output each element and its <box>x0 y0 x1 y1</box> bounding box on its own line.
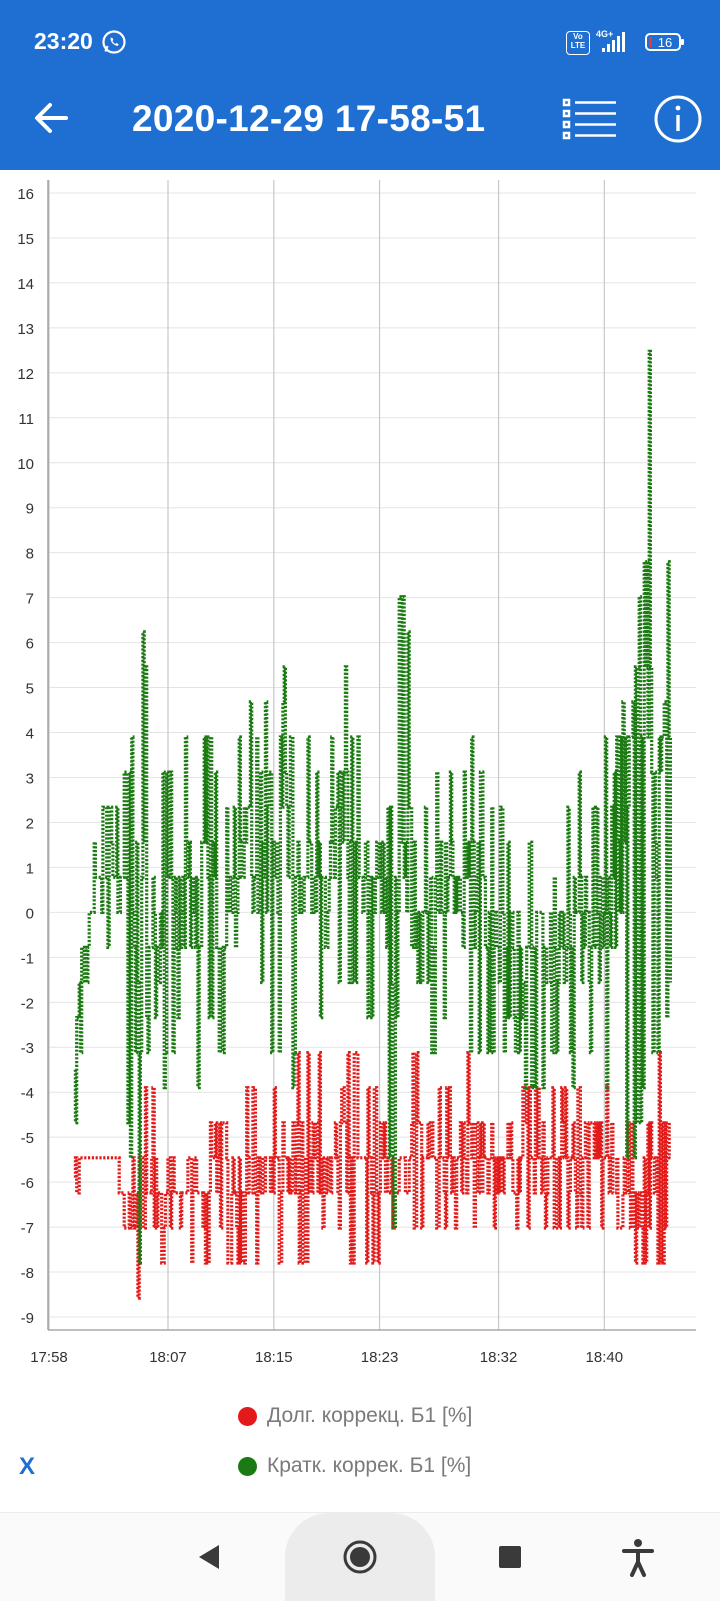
y-tick-label: 0 <box>26 905 34 922</box>
y-tick-label: -3 <box>21 1040 34 1057</box>
x-tick-label: 18:07 <box>149 1349 187 1366</box>
y-tick-label: 5 <box>26 681 34 698</box>
series-line-short-term <box>73 349 672 1265</box>
y-tick-label: -5 <box>21 1130 34 1147</box>
battery-level: 16 <box>658 35 672 50</box>
app-bar: 23:20 Vo LTE 4G+ 16 2020-12-29 17-58-51 <box>0 0 720 170</box>
info-icon[interactable] <box>652 93 704 145</box>
x-tick-label: 18:40 <box>586 1349 624 1366</box>
back-triangle-icon[interactable] <box>183 1531 235 1583</box>
page-title: 2020-12-29 17-58-51 <box>132 98 486 139</box>
y-tick-label: 9 <box>26 501 34 518</box>
legend-dot-short-term <box>238 1456 257 1476</box>
network-type-label: 4G+ <box>596 29 613 39</box>
x-tick-label: 17:58 <box>30 1349 68 1366</box>
x-tick-label: 18:32 <box>480 1349 518 1366</box>
y-tick-label: 6 <box>26 636 34 653</box>
volte-icon: Vo LTE <box>566 31 590 55</box>
y-tick-label: -7 <box>21 1220 34 1237</box>
chart: 161514131211109876543210-1-2-3-4-5-6-7-8… <box>17 180 696 1366</box>
y-tick-label: 2 <box>26 815 34 832</box>
whatsapp-icon <box>102 30 126 54</box>
y-tick-label: 3 <box>26 770 34 787</box>
battery-icon: 16 <box>645 33 684 51</box>
y-tick-label: 7 <box>26 591 34 608</box>
legend-item-long-term: Долг. коррекц. Б1 [%] <box>0 1394 720 1438</box>
y-tick-label: 11 <box>18 411 34 428</box>
accessibility-icon[interactable] <box>612 1531 664 1583</box>
y-tick-label: 1 <box>26 860 34 877</box>
y-tick-label: -8 <box>21 1265 34 1282</box>
y-tick-label: 10 <box>17 456 34 473</box>
recents-square-icon[interactable] <box>484 1531 536 1583</box>
legend-dot-long-term <box>238 1406 257 1426</box>
y-tick-label: 15 <box>17 231 34 248</box>
signal-icon: 4G+ <box>596 29 625 52</box>
y-tick-label: 4 <box>26 726 34 743</box>
y-tick-label: 16 <box>17 186 34 203</box>
close-button[interactable]: X <box>19 1453 36 1480</box>
y-tick-label: -9 <box>21 1310 34 1327</box>
legend-label-long-term: Долг. коррекц. Б1 [%] <box>267 1404 473 1427</box>
y-tick-label: 13 <box>17 321 34 338</box>
home-circle-icon[interactable] <box>334 1531 386 1583</box>
y-tick-label: -6 <box>21 1175 34 1192</box>
status-time: 23:20 <box>34 28 93 54</box>
x-tick-label: 18:23 <box>361 1349 399 1366</box>
y-tick-label: 14 <box>17 276 34 293</box>
y-tick-label: -4 <box>21 1085 34 1102</box>
y-tick-label: -1 <box>21 950 34 967</box>
y-tick-label: 12 <box>17 366 34 383</box>
system-nav-bar <box>0 1512 720 1601</box>
series-line-long-term <box>73 1051 671 1300</box>
y-tick-label: 8 <box>26 546 34 563</box>
y-tick-label: -2 <box>21 995 34 1012</box>
legend-label-short-term: Кратк. коррек. Б1 [%] <box>267 1454 472 1477</box>
arrow-left-icon[interactable] <box>26 92 78 144</box>
legend-item-short-term: Кратк. коррек. Б1 [%] <box>0 1444 720 1488</box>
x-tick-label: 18:15 <box>255 1349 293 1366</box>
list-icon[interactable] <box>562 96 618 142</box>
